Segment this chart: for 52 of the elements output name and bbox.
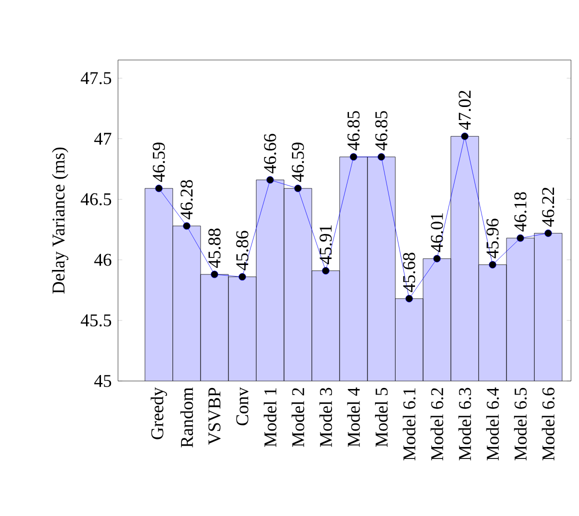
point	[322, 267, 330, 274]
point	[405, 294, 413, 302]
x-tick-label: Model 6.2	[430, 388, 444, 460]
x-tick-label: Random	[180, 387, 193, 448]
x-tick-label: VSVBP	[208, 388, 221, 445]
point	[294, 184, 302, 192]
y-tick-label: 46.5	[80, 193, 112, 206]
x-tick-label: Model 6.5	[514, 388, 527, 460]
data-label: 46.18	[514, 192, 526, 232]
point	[155, 184, 163, 192]
point	[488, 261, 496, 268]
x-tick-label: Model 1	[264, 388, 276, 447]
data-label: 46.28	[180, 180, 193, 220]
y-tick-label: 46	[94, 254, 112, 266]
y-tick-label: 47	[94, 132, 112, 145]
point	[544, 230, 552, 237]
data-label: 45.88	[208, 228, 221, 268]
data-label: 45.68	[403, 252, 416, 292]
y-tick-label: 47.5	[80, 72, 112, 84]
x-tick-label: Model 6.6	[542, 388, 555, 460]
x-tick-label: Model 4	[347, 387, 360, 447]
y-axis-title: Delay Variance (ms)	[52, 148, 68, 294]
x-tick-label: Model 2	[292, 388, 304, 447]
x-tick-label: Greedy	[150, 387, 168, 440]
x-tick-label: Model 5	[375, 388, 388, 447]
x-tick-label: Model 3	[319, 388, 332, 447]
point	[378, 153, 386, 161]
point	[183, 222, 190, 230]
data-label: 46.85	[375, 111, 388, 150]
x-tick-label: Model 6.3	[458, 388, 472, 460]
data-label: 46.66	[264, 134, 276, 174]
data-label: 46.85	[347, 111, 360, 150]
data-label: 46.59	[292, 142, 304, 182]
x-tick-label: Model 6.4	[486, 387, 499, 460]
x-tick-label: Model 6.1	[402, 388, 416, 460]
point	[433, 254, 441, 262]
data-label: 46.01	[430, 213, 444, 252]
point	[516, 234, 524, 242]
data-label: 46.22	[542, 188, 554, 227]
data-label: 45.96	[486, 218, 499, 258]
point	[210, 270, 218, 278]
y-tick-label: 45.5	[80, 314, 112, 326]
data-label: 45.86	[236, 230, 248, 270]
point	[461, 132, 468, 140]
data-label: 46.59	[152, 142, 165, 182]
data-label: 45.91	[320, 225, 332, 264]
point	[266, 176, 274, 184]
y-tick-label: 45	[94, 375, 112, 387]
x-tick-label: Conv	[236, 387, 248, 426]
point	[238, 273, 246, 281]
data-label: 47.02	[458, 90, 471, 130]
point	[350, 153, 358, 161]
